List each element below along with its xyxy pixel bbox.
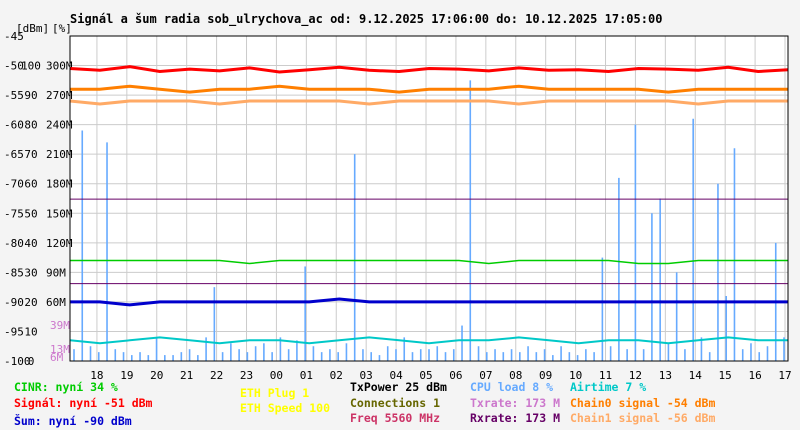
- y-tick-rate: 210M: [46, 148, 73, 161]
- y-tick-dbm: -85: [4, 266, 24, 279]
- y-tick-rate-faded: 6M: [50, 351, 64, 364]
- y-tick-dbm: -65: [4, 148, 24, 161]
- y-tick-rate: 150M: [46, 207, 73, 220]
- legend-noise: Šum: nyní -90 dBm: [14, 414, 132, 428]
- x-tick-label: 11: [599, 369, 612, 380]
- y-tick-pct: 0: [28, 355, 35, 368]
- x-tick-label: 21: [180, 369, 193, 380]
- legend-rxrate: Rxrate: 173 M: [470, 411, 561, 425]
- legend-eth-plug: ETH Plug 1: [240, 386, 310, 400]
- y-tick-rate: 240M: [46, 119, 73, 132]
- legend-txpower: TxPower 25 dBm: [350, 380, 447, 394]
- y-tick-dbm: -95: [4, 325, 24, 338]
- y-tick-pct: 100: [21, 60, 41, 73]
- y-tick-pct: 30: [24, 266, 37, 279]
- y-tick-rate: 90M: [46, 266, 66, 279]
- legend-connections: Connections 1: [350, 396, 441, 410]
- y-tick-dbm: -90: [4, 296, 24, 309]
- legend-airtime: Airtime 7 %: [570, 380, 647, 394]
- legend-chain1: Chain1 signal -56 dBm: [570, 411, 716, 425]
- x-tick-label: 17: [778, 369, 791, 380]
- y-tick-rate: 120M: [46, 237, 73, 250]
- legend-cpu: CPU load 8 %: [470, 380, 554, 394]
- x-tick-label: 16: [748, 369, 761, 380]
- x-tick-label: 20: [150, 369, 163, 380]
- y-tick-dbm: -60: [4, 119, 24, 132]
- x-tick-label: 04: [389, 369, 403, 380]
- legend-cinr: CINR: nyní 34 %: [14, 380, 118, 394]
- y-axis-unit-pct: [%]: [52, 22, 72, 35]
- y-tick-pct: 10: [24, 325, 37, 338]
- y-tick-dbm: -45: [4, 30, 24, 43]
- y-tick-pct: 50: [24, 207, 37, 220]
- y-tick-pct: 40: [24, 237, 37, 250]
- y-tick-dbm: -75: [4, 207, 24, 220]
- chain1-signal-line: [69, 99, 788, 106]
- x-tick-label: 10: [569, 369, 582, 380]
- x-tick-label: 00: [270, 369, 283, 380]
- legend-txrate: Txrate: 173 M: [470, 396, 561, 410]
- y-tick-dbm: -50: [4, 60, 24, 73]
- x-tick-label: 02: [330, 369, 343, 380]
- x-tick-label: 12: [629, 369, 642, 380]
- x-tick-label: 07: [479, 369, 492, 380]
- chart-canvas: 18 19 20 21 22 23 00 01 02 03 04 05 06 07 08 09 10 11 12 13…: [4, 22, 792, 380]
- y-tick-pct: 80: [24, 119, 37, 132]
- chain0-signal-line: [70, 84, 788, 94]
- x-tick-label: 13: [659, 369, 672, 380]
- y-tick-rate: 270M: [46, 89, 73, 102]
- x-tick-label: 03: [360, 369, 373, 380]
- y-tick-rate: 180M: [46, 178, 73, 191]
- plot-border: [69, 35, 789, 362]
- y-tick-rate-faded: 13M: [50, 343, 70, 356]
- y-tick-pct: 90: [24, 89, 37, 102]
- legend-freq: Freq 5560 MHz: [350, 411, 441, 425]
- y-tick-dbm: -55: [4, 89, 24, 102]
- y-tick-dbm: -70: [4, 178, 24, 191]
- y-tick-rate: 300M: [46, 60, 73, 73]
- legend-signal: Signál: nyní -51 dBm: [14, 396, 153, 410]
- y-tick-rate: 60M: [46, 296, 66, 309]
- x-tick-label: 06: [449, 369, 462, 380]
- y-tick-rate-faded: 39M: [50, 319, 70, 332]
- x-tick-label: 18: [90, 369, 103, 380]
- x-tick-label: 08: [509, 369, 522, 380]
- y-tick-pct: 20: [24, 296, 37, 309]
- plot-area: [70, 36, 788, 361]
- signal-line: [69, 65, 789, 74]
- x-tick-label: 19: [120, 369, 133, 380]
- y-tick-pct: 60: [24, 178, 37, 191]
- y-tick-pct: 70: [24, 148, 37, 161]
- y-tick-dbm: -100: [4, 355, 31, 368]
- x-tick-label: 15: [719, 369, 732, 380]
- airtime-line: [69, 336, 788, 345]
- chart-title: Signál a šum radia sob_ulrychova_ac od: …: [70, 12, 663, 26]
- noise-line: [70, 297, 788, 307]
- x-tick-label: 05: [419, 369, 432, 380]
- x-tick-label: 22: [210, 369, 223, 380]
- y-tick-dbm: -80: [4, 237, 24, 250]
- y-axis-unit-dbm: [dBm]: [16, 22, 49, 35]
- x-tick-label: 23: [240, 369, 253, 380]
- legend-eth-speed: ETH Speed 100: [240, 401, 331, 415]
- cinr-line: [70, 259, 788, 265]
- x-tick-label: 14: [689, 369, 703, 380]
- x-tick-label: 09: [539, 369, 552, 380]
- legend-chain0: Chain0 signal -54 dBm: [570, 396, 716, 410]
- x-tick-label: 01: [300, 369, 313, 380]
